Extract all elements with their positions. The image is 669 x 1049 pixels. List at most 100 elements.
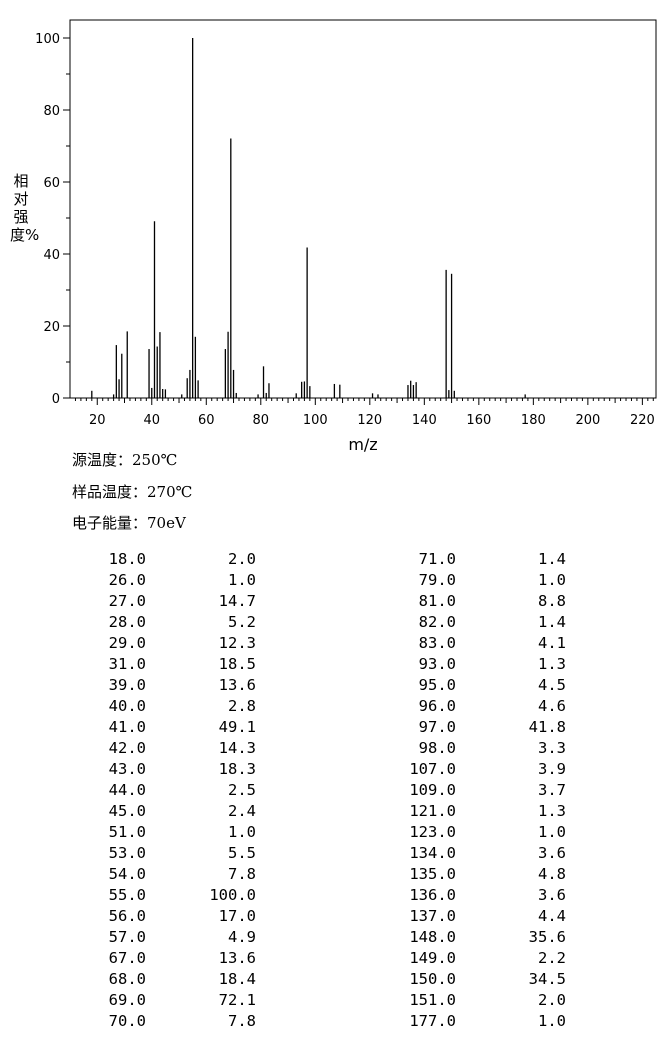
peak-intensity: 2.5 (228, 781, 256, 799)
peak-mz: 135.0 (409, 865, 456, 883)
mass-spectrum-chart: 20 40 60 80 100 120 140 160 180 200 220 0 20 40 60 80 10… (35, 19, 657, 454)
y-tick-label: 60 (43, 176, 60, 191)
peak-mz: 107.0 (409, 760, 456, 778)
peak-intensity: 14.3 (218, 739, 256, 757)
peak-mz: 71.0 (418, 550, 456, 568)
x-tick-label: 180 (521, 413, 546, 428)
peak-mz: 54.0 (108, 865, 146, 883)
y-tick-label: 40 (43, 248, 60, 263)
peak-intensity: 1.3 (538, 655, 566, 673)
peak-intensity: 7.8 (228, 865, 256, 883)
peak-intensity: 41.8 (528, 718, 566, 736)
peak-intensity: 13.6 (218, 676, 256, 694)
peak-intensity: 1.4 (538, 550, 566, 568)
peak-mz: 109.0 (409, 781, 456, 799)
peak-intensity: 72.1 (218, 991, 256, 1009)
sample-temperature-key: 样品温度： (72, 483, 148, 501)
y-axis-label: 相对强度% (10, 172, 40, 244)
peak-mz: 81.0 (418, 592, 456, 610)
peak-intensity: 1.0 (228, 571, 256, 589)
peak-mz: 98.0 (418, 739, 456, 757)
plot-frame (69, 19, 657, 399)
peak-intensity: 3.6 (538, 844, 566, 862)
peak-mz: 149.0 (409, 949, 456, 967)
peak-intensity: 3.7 (538, 781, 566, 799)
peak-mz: 68.0 (108, 970, 146, 988)
peak-intensity: 5.2 (228, 613, 256, 631)
peak-mz: 134.0 (409, 844, 456, 862)
peak-intensity: 18.4 (218, 970, 256, 988)
peak-mz: 93.0 (418, 655, 456, 673)
peak-intensity: 8.8 (538, 592, 566, 610)
peak-intensity: 4.9 (228, 928, 256, 946)
x-tick-label: 60 (198, 413, 215, 428)
x-tick-label: 40 (143, 413, 160, 428)
peak-intensity: 17.0 (218, 907, 256, 925)
peak-mz: 28.0 (108, 613, 146, 631)
peak-mz: 29.0 (108, 634, 146, 652)
y-tick-label: 0 (52, 392, 60, 407)
peak-intensity: 2.8 (228, 697, 256, 715)
peak-intensity: 4.5 (538, 676, 566, 694)
peak-intensity: 18.3 (218, 760, 256, 778)
x-tick-label: 20 (89, 413, 106, 428)
x-tick-label: 160 (466, 413, 491, 428)
electron-energy: 电子能量：70eV (72, 512, 186, 533)
peak-intensity: 34.5 (528, 970, 566, 988)
peak-mz: 148.0 (409, 928, 456, 946)
y-tick-label: 20 (43, 320, 60, 335)
peak-mz: 40.0 (108, 697, 146, 715)
peak-mz: 79.0 (418, 571, 456, 589)
peak-mz: 69.0 (108, 991, 146, 1009)
peak-mz: 31.0 (108, 655, 146, 673)
peak-mz: 18.0 (108, 550, 146, 568)
peak-intensity: 2.0 (538, 991, 566, 1009)
peak-intensity: 49.1 (218, 718, 256, 736)
peak-intensity: 12.3 (218, 634, 256, 652)
peak-mz: 137.0 (409, 907, 456, 925)
peak-mz: 151.0 (409, 991, 456, 1009)
peak-mz: 44.0 (108, 781, 146, 799)
source-temperature-key: 源温度： (72, 451, 133, 469)
peak-mz: 95.0 (418, 676, 456, 694)
peak-intensity: 1.0 (538, 571, 566, 589)
peak-intensity: 4.4 (538, 907, 566, 925)
peak-mz: 121.0 (409, 802, 456, 820)
peak-mz: 41.0 (108, 718, 146, 736)
peak-mz: 136.0 (409, 886, 456, 904)
peak-intensity: 35.6 (528, 928, 566, 946)
peak-mz: 56.0 (108, 907, 146, 925)
source-temperature-value: 250℃ (132, 451, 178, 469)
peak-mz: 150.0 (409, 970, 456, 988)
peak-mz: 123.0 (409, 823, 456, 841)
peak-intensity: 1.3 (538, 802, 566, 820)
peak-intensity: 3.6 (538, 886, 566, 904)
y-tick-label: 80 (43, 104, 60, 119)
peak-intensity: 14.7 (218, 592, 256, 610)
peak-intensity: 2.4 (228, 802, 256, 820)
peak-intensity: 1.0 (538, 1012, 566, 1030)
peak-mz: 83.0 (418, 634, 456, 652)
peak-mz: 45.0 (108, 802, 146, 820)
peak-mz: 97.0 (418, 718, 456, 736)
electron-energy-key: 电子能量： (72, 514, 148, 532)
peak-intensity: 18.5 (218, 655, 256, 673)
peak-intensity: 1.0 (228, 823, 256, 841)
peak-intensity: 4.8 (538, 865, 566, 883)
peak-mz: 26.0 (108, 571, 146, 589)
electron-energy-value: 70eV (147, 514, 186, 532)
x-tick-label: 80 (253, 413, 270, 428)
peak-intensity: 5.5 (228, 844, 256, 862)
peak-intensity: 3.9 (538, 760, 566, 778)
peak-mz: 43.0 (108, 760, 146, 778)
peak-mz: 67.0 (108, 949, 146, 967)
peak-intensity: 3.3 (538, 739, 566, 757)
peak-intensity: 1.4 (538, 613, 566, 631)
x-axis-label: m/z (348, 435, 377, 454)
peak-intensity: 1.0 (538, 823, 566, 841)
peak-intensity: 4.1 (538, 634, 566, 652)
peak-intensity: 13.6 (218, 949, 256, 967)
sample-temperature-value: 270℃ (147, 483, 193, 501)
sample-temperature: 样品温度：270℃ (72, 481, 192, 502)
peak-intensity: 2.0 (228, 550, 256, 568)
